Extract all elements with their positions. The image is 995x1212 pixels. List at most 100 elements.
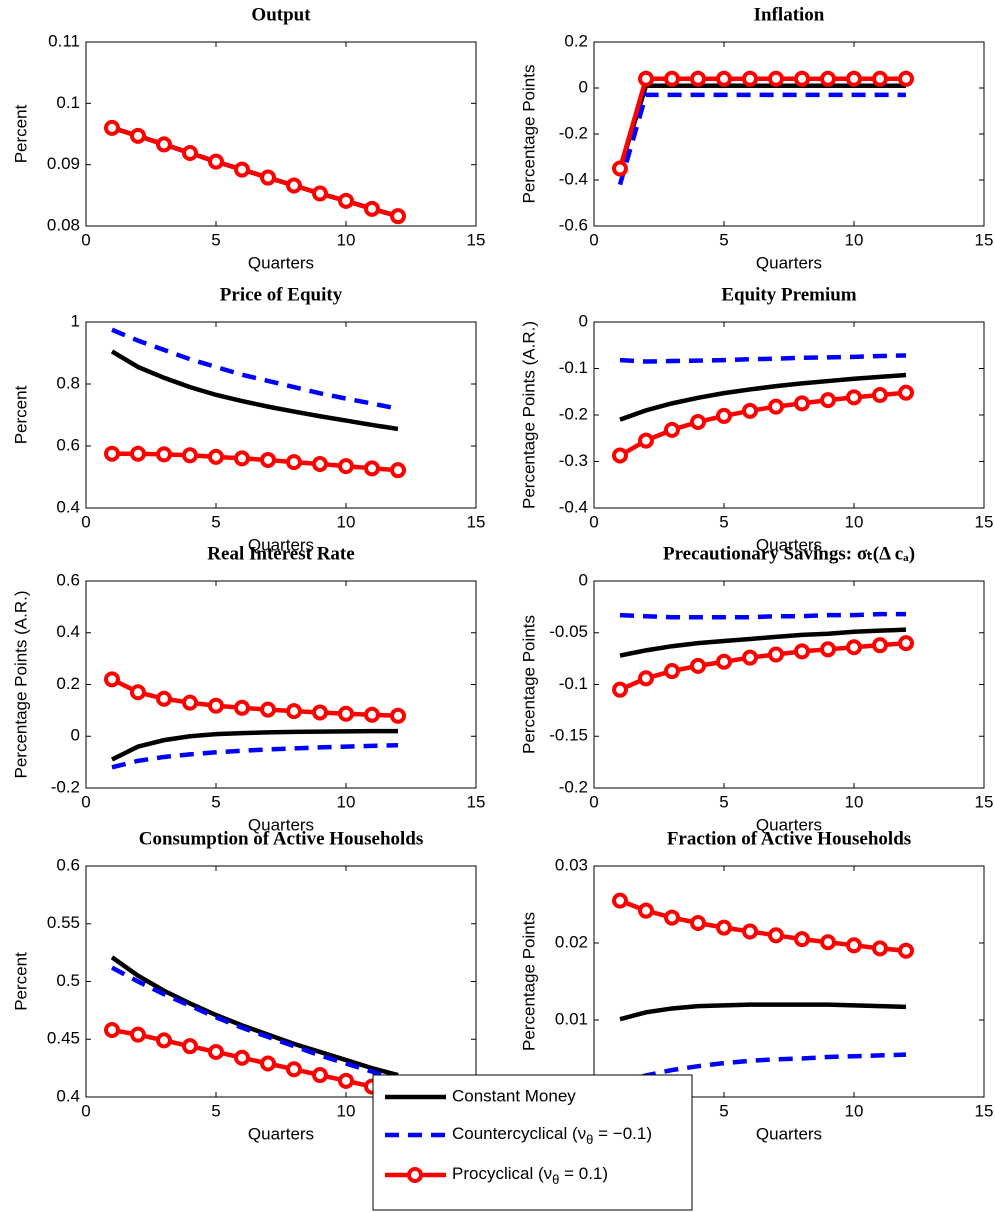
series-marker [742,402,758,419]
series-marker [156,136,172,153]
y-tick-label: 0.8 [56,373,80,392]
series-marker [208,448,224,465]
y-tick-label: -0.1 [559,674,588,693]
series-marker [872,70,888,87]
series-marker [872,940,888,957]
y-tick-label: 0 [579,570,588,589]
series-marker [104,671,120,688]
series-marker [716,919,732,936]
x-tick-label: 0 [81,792,90,811]
series-marker [234,161,250,178]
chart-title: Precautionary Savings: σₜ(Δ cₐ) [663,543,915,564]
series-marker [820,70,836,87]
legend-label: Constant Money [452,1086,576,1105]
series-line [617,83,906,170]
series-marker [260,1055,276,1072]
x-tick-label: 10 [845,1101,864,1120]
x-tick-label: 15 [467,230,486,249]
y-tick-label: 0.5 [56,971,80,990]
series-marker [260,701,276,718]
series-marker [794,643,810,660]
series-marker [768,646,784,663]
x-tick-label: 5 [719,1101,728,1120]
x-tick-label: 15 [975,1101,994,1120]
legend-label: Procyclical (νθ = 0.1) [452,1164,608,1187]
series-marker [338,458,354,475]
series-marker [338,192,354,209]
y-tick-label: -0.1 [559,358,588,377]
series-line [110,955,399,1078]
x-tick-label: 10 [337,792,356,811]
series-line [619,611,906,620]
series-marker [104,119,120,136]
x-tick-label: 10 [337,512,356,531]
y-tick-label: -0.4 [559,169,588,188]
series-marker [182,447,198,464]
legend-label: Countercyclical (νθ = −0.1) [452,1124,652,1147]
y-tick-label: 0.45 [47,1029,80,1048]
x-tick-label: 5 [719,230,728,249]
series-marker [234,699,250,716]
series-marker [182,1038,198,1055]
series-line [619,1002,907,1022]
series-marker [390,208,406,225]
x-tick-label: 10 [337,1101,356,1120]
y-tick-label: 0.08 [47,215,80,234]
x-tick-label: 15 [975,512,994,531]
series-marker [768,70,784,87]
y-tick-label: 0 [579,311,588,330]
y-tick-label: -0.15 [549,726,588,745]
subplot: 0 5 10 15 -0.2 -0.15 -0.1 -0.05 0 Precautionary S… [519,543,993,834]
x-tick-label: 0 [589,512,598,531]
y-tick-label: 0.09 [47,154,80,173]
x-tick-label: 10 [845,230,864,249]
x-tick-label: 0 [81,1101,90,1120]
series-marker [846,389,862,406]
y-axis-label: Percentage Points [519,912,538,1051]
y-tick-label: 0 [71,726,80,745]
series-marker [390,707,406,724]
series-marker [390,462,406,479]
y-tick-label: -0.4 [559,497,588,516]
series-marker [286,703,302,720]
series-marker [664,421,680,438]
series-marker [742,70,758,87]
x-tick-label: 15 [467,512,486,531]
y-tick-label: -0.2 [559,123,588,142]
y-axis-label: Percentage Points [519,615,538,754]
series-marker [156,446,172,463]
series-marker [286,177,302,194]
series-marker [312,455,328,472]
series-marker [898,70,914,87]
series-marker [794,931,810,948]
x-axis-label: Quarters [248,1124,314,1143]
series-marker [182,694,198,711]
chart-title: Output [251,4,311,25]
y-tick-label: 0.6 [56,435,80,454]
y-tick-label: 0.6 [56,855,80,874]
subplot: 0 5 10 15 0.4 0.6 0.8 1 Price of Equity Quarters P… [11,284,485,554]
y-axis-label: Percent [11,952,30,1011]
legend: Constant Money Countercyclical (νθ = −0.1… [372,1074,693,1211]
y-tick-label: 0.2 [564,31,588,50]
series-marker [208,153,224,170]
x-tick-label: 10 [845,792,864,811]
y-axis-label: Percent [11,104,30,163]
series-marker [664,909,680,926]
y-tick-label: 0.02 [555,932,588,951]
series-marker [104,1022,120,1039]
series-marker [690,70,706,87]
series-marker [208,697,224,714]
series-marker [312,704,328,721]
series-marker [742,649,758,666]
y-axis-label: Percentage Points [519,65,538,204]
series-marker [234,1049,250,1066]
x-tick-label: 0 [81,230,90,249]
y-tick-label: -0.05 [549,622,588,641]
series-marker [742,923,758,940]
series-marker [156,1032,172,1049]
series-line [110,965,399,1082]
x-axis-label: Quarters [248,815,314,834]
series-line [110,349,399,432]
axes-box [593,580,985,789]
